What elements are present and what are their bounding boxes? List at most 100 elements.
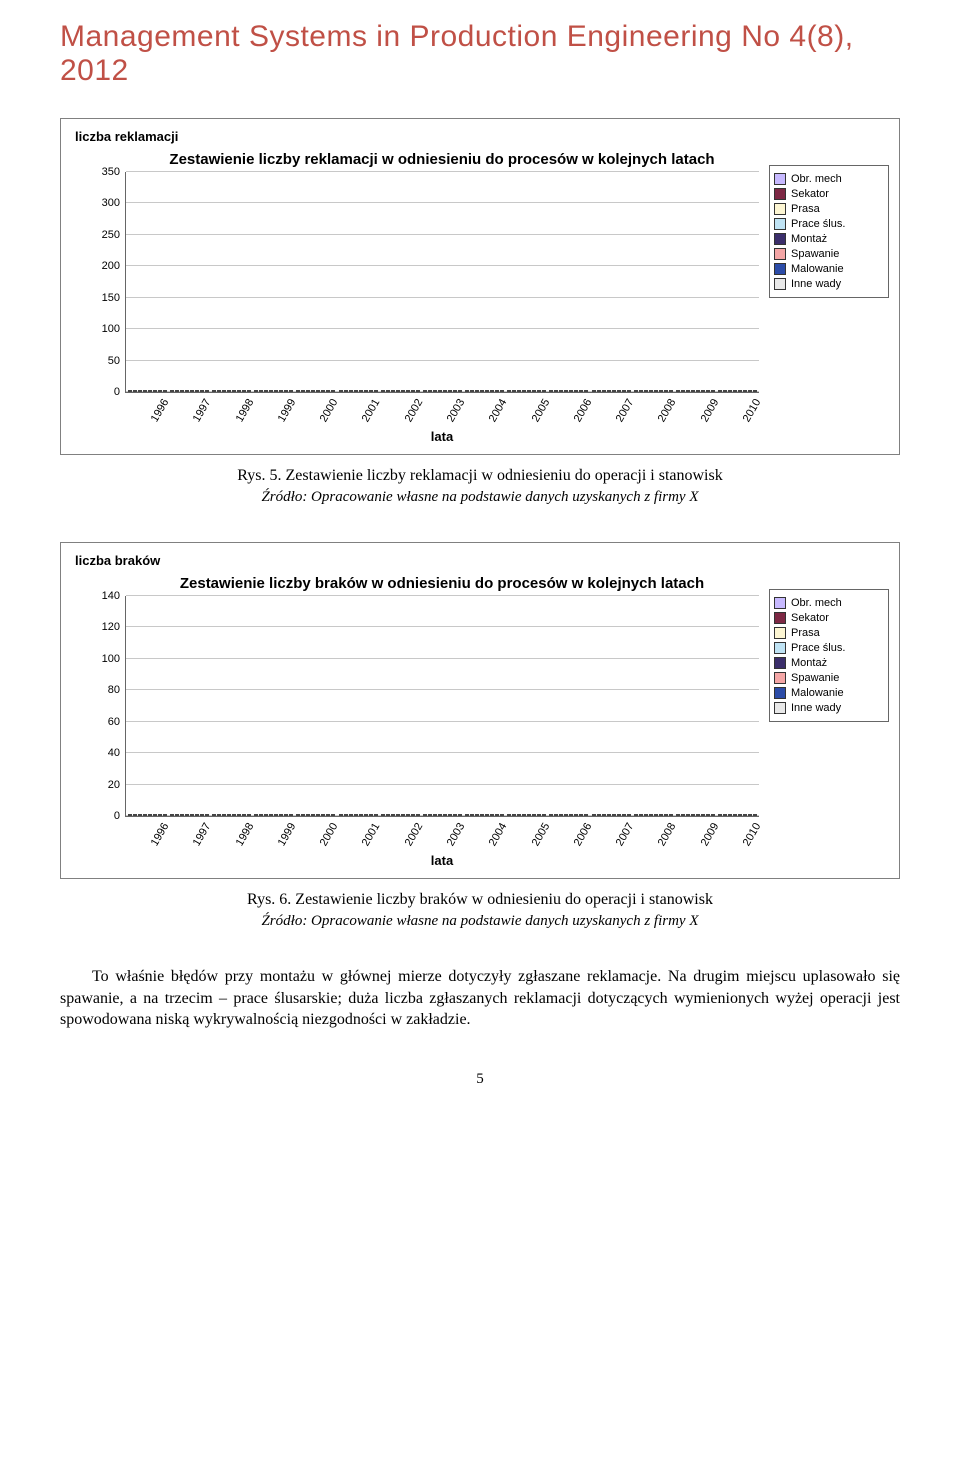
- year-group: [423, 814, 462, 816]
- bar: [200, 814, 204, 816]
- bar: [686, 390, 690, 392]
- year-group: [634, 390, 673, 392]
- bar: [465, 390, 469, 392]
- bar: [391, 390, 395, 392]
- bar: [433, 390, 437, 392]
- bar: [416, 814, 420, 816]
- xtick: 2003: [442, 397, 467, 429]
- bar: [569, 814, 573, 816]
- bar: [691, 390, 695, 392]
- bar: [701, 390, 705, 392]
- bar: [406, 814, 410, 816]
- bar: [639, 390, 643, 392]
- legend-label: Prasa: [791, 627, 820, 639]
- bar: [622, 390, 626, 392]
- bar: [386, 390, 390, 392]
- bar: [180, 390, 184, 392]
- bar: [369, 814, 373, 816]
- bar: [259, 814, 263, 816]
- bar: [269, 814, 273, 816]
- legend-swatch: [774, 597, 786, 609]
- bar: [163, 390, 167, 392]
- bar: [264, 814, 268, 816]
- bar: [639, 814, 643, 816]
- xtick: 1999: [273, 821, 298, 853]
- bar: [170, 814, 174, 816]
- bar: [381, 814, 385, 816]
- bar: [495, 814, 499, 816]
- figure-2-xticks: 1996199719981999200020012002200320042005…: [125, 821, 759, 833]
- legend-label: Sekator: [791, 612, 829, 624]
- bars-row: [126, 596, 759, 816]
- legend-item: Prace ślus.: [774, 642, 884, 654]
- bar: [401, 390, 405, 392]
- bar: [148, 814, 152, 816]
- legend-item: Obr. mech: [774, 173, 884, 185]
- bar: [659, 814, 663, 816]
- bar: [264, 390, 268, 392]
- bar: [706, 814, 710, 816]
- bar: [301, 390, 305, 392]
- bar: [406, 390, 410, 392]
- bar: [428, 390, 432, 392]
- bar: [284, 814, 288, 816]
- bar: [654, 814, 658, 816]
- bar: [743, 814, 747, 816]
- bar: [153, 390, 157, 392]
- figure-1-xticks: 1996199719981999200020012002200320042005…: [125, 397, 759, 409]
- bar: [326, 814, 330, 816]
- legend-label: Malowanie: [791, 687, 844, 699]
- page: Management Systems in Production Enginee…: [0, 0, 960, 1128]
- legend-swatch: [774, 702, 786, 714]
- legend-item: Prasa: [774, 203, 884, 215]
- bar: [349, 814, 353, 816]
- ytick: 0: [90, 386, 120, 398]
- legend-swatch: [774, 188, 786, 200]
- bar: [453, 390, 457, 392]
- year-group: [381, 390, 420, 392]
- bar: [331, 814, 335, 816]
- year-group: [592, 390, 631, 392]
- bar: [649, 390, 653, 392]
- year-group: [254, 390, 293, 392]
- bar: [339, 814, 343, 816]
- bar: [597, 390, 601, 392]
- bar: [728, 814, 732, 816]
- bar: [738, 390, 742, 392]
- bar: [743, 390, 747, 392]
- legend-swatch: [774, 687, 786, 699]
- legend-swatch: [774, 233, 786, 245]
- bar: [696, 814, 700, 816]
- bar: [359, 390, 363, 392]
- bar: [289, 390, 293, 392]
- bar: [669, 814, 673, 816]
- figure-2-xlabel: lata: [125, 853, 759, 868]
- bar: [480, 814, 484, 816]
- xtick: 2009: [696, 821, 721, 853]
- bar: [500, 390, 504, 392]
- year-group: [128, 814, 167, 816]
- bar: [706, 390, 710, 392]
- bar: [453, 814, 457, 816]
- bar: [733, 390, 737, 392]
- figure-2-chart: liczba braków Zestawienie liczby braków …: [67, 549, 893, 872]
- legend-item: Montaż: [774, 657, 884, 669]
- bar: [574, 814, 578, 816]
- bar: [532, 390, 536, 392]
- ytick: 250: [90, 229, 120, 241]
- bar: [301, 814, 305, 816]
- legend-swatch: [774, 612, 786, 624]
- xtick: 1996: [146, 397, 171, 429]
- bar: [232, 814, 236, 816]
- bar: [364, 814, 368, 816]
- bar: [396, 390, 400, 392]
- xtick: 2008: [653, 397, 678, 429]
- legend-label: Montaż: [791, 657, 827, 669]
- xtick: 2001: [357, 397, 382, 429]
- year-group: [212, 390, 251, 392]
- bar: [242, 814, 246, 816]
- figure-2-plot: 020406080100120140: [125, 596, 759, 817]
- figure-1-legend: Obr. mechSekatorPrasaPrace ślus.MontażSp…: [769, 165, 889, 298]
- bar: [212, 814, 216, 816]
- bar: [296, 390, 300, 392]
